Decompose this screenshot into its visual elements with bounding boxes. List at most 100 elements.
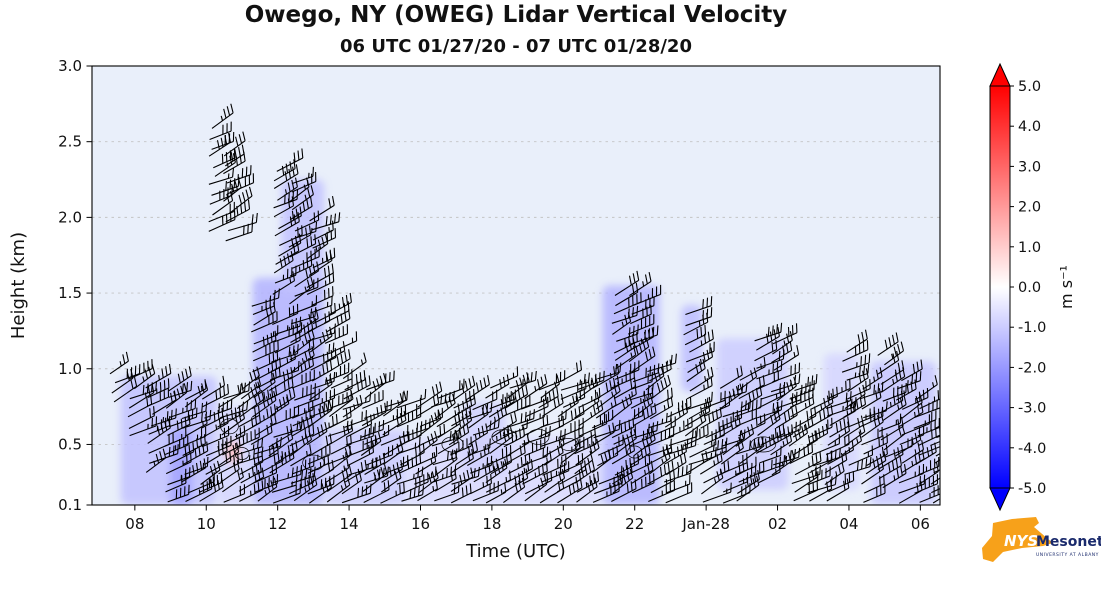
wind-barb bbox=[384, 390, 409, 408]
y-tick-label: 2.5 bbox=[58, 133, 82, 151]
wind-barb bbox=[878, 456, 902, 480]
wind-barb bbox=[309, 388, 336, 409]
wind-barb bbox=[238, 405, 261, 428]
wind-barb bbox=[209, 121, 232, 141]
wind-barb bbox=[325, 362, 350, 382]
wind-barb bbox=[150, 408, 177, 427]
wind-barb bbox=[688, 447, 717, 466]
wind-barb bbox=[647, 353, 677, 373]
colorbar: 5.0 4.0 3.0 2.0 1.0 0.0 -1.0 -2.0 -3.0 -4.0 -5.0 m … bbox=[989, 62, 1076, 512]
y-tick-label: 1.5 bbox=[58, 284, 82, 302]
wind-barb bbox=[524, 374, 548, 399]
wind-barb bbox=[861, 412, 884, 438]
wind-barb bbox=[450, 483, 472, 504]
wind-barb bbox=[364, 466, 389, 484]
wind-barb bbox=[579, 387, 601, 408]
wind-barb bbox=[503, 477, 526, 504]
x-tick-label: 04 bbox=[839, 515, 858, 533]
y-tick-label: 1.0 bbox=[58, 360, 82, 378]
wind-barb bbox=[202, 375, 226, 400]
wind-barb bbox=[558, 417, 584, 439]
velocity-patch bbox=[823, 353, 860, 490]
wind-barb bbox=[437, 378, 465, 399]
wind-barb bbox=[182, 409, 212, 429]
wind-barb bbox=[932, 498, 940, 504]
wind-barb bbox=[633, 284, 662, 306]
wind-barb bbox=[294, 221, 318, 239]
wind-barb bbox=[793, 480, 819, 502]
wind-barb bbox=[612, 462, 633, 485]
wind-barb bbox=[685, 296, 713, 316]
wind-barb bbox=[503, 395, 531, 417]
wind-barb bbox=[250, 422, 273, 445]
wind-barb bbox=[538, 386, 559, 409]
wind-barb bbox=[366, 370, 395, 391]
wind-barb bbox=[773, 345, 800, 371]
wind-barb bbox=[841, 431, 863, 456]
wind-barb bbox=[735, 408, 757, 427]
wind-barb bbox=[401, 472, 429, 495]
wind-barb bbox=[633, 403, 657, 427]
wind-barb bbox=[307, 234, 329, 259]
y-tick-label: 0.1 bbox=[58, 496, 82, 514]
wind-barb bbox=[686, 358, 706, 382]
wind-barb bbox=[789, 380, 815, 400]
wind-barb bbox=[364, 453, 386, 475]
wind-barb bbox=[614, 270, 640, 296]
wind-barb bbox=[380, 482, 405, 504]
wind-barb bbox=[844, 457, 872, 475]
wind-barb bbox=[866, 444, 888, 466]
wind-barb bbox=[289, 276, 314, 305]
wind-barb bbox=[327, 445, 351, 465]
wind-barb bbox=[223, 131, 246, 157]
wind-barb bbox=[628, 454, 651, 475]
wind-barb bbox=[647, 460, 674, 485]
wind-barb bbox=[561, 360, 583, 382]
wind-barb bbox=[507, 372, 530, 399]
wind-barb bbox=[362, 390, 384, 409]
x-tick-label: 06 bbox=[911, 515, 930, 533]
wind-barb bbox=[930, 477, 940, 485]
wind-barb bbox=[841, 353, 871, 373]
logo-subtext: UNIVERSITY AT ALBANY bbox=[1036, 552, 1099, 558]
wind-barb bbox=[736, 436, 764, 455]
wind-barb bbox=[228, 212, 258, 232]
wind-barb bbox=[651, 387, 673, 408]
wind-barb bbox=[611, 441, 636, 465]
wind-barb bbox=[772, 362, 801, 383]
ny-state-shape-icon bbox=[982, 517, 1053, 562]
wind-barb bbox=[918, 446, 940, 456]
wind-barb bbox=[453, 389, 475, 409]
wind-barb bbox=[469, 473, 492, 495]
wind-barb bbox=[914, 474, 939, 494]
colorbar-tick-label: -5.0 bbox=[1018, 481, 1046, 497]
wind-barb bbox=[451, 466, 480, 485]
wind-barb bbox=[540, 428, 566, 447]
wind-barb bbox=[574, 450, 594, 475]
wind-barb bbox=[611, 305, 639, 324]
wind-barb bbox=[756, 400, 783, 419]
wind-barb bbox=[719, 365, 743, 389]
wind-barb bbox=[811, 434, 840, 456]
colorbar-tick-label: 3.0 bbox=[1018, 159, 1041, 175]
wind-barb bbox=[828, 471, 855, 493]
wind-barb bbox=[645, 366, 665, 391]
wind-barb bbox=[629, 383, 654, 401]
wind-barb bbox=[251, 311, 278, 333]
wind-barb bbox=[663, 442, 687, 465]
wind-barb bbox=[228, 186, 253, 214]
wind-barb bbox=[276, 148, 304, 172]
wind-barb bbox=[794, 451, 822, 476]
wind-barb bbox=[290, 466, 316, 484]
wind-barb bbox=[452, 394, 476, 418]
wind-barb bbox=[450, 436, 472, 456]
wind-barb bbox=[168, 380, 193, 398]
wind-barb bbox=[360, 431, 382, 456]
wind-barb bbox=[648, 411, 672, 429]
wind-barb bbox=[504, 385, 529, 409]
wind-barb bbox=[291, 400, 314, 419]
velocity-patch bbox=[252, 277, 325, 505]
wind-barb bbox=[917, 417, 940, 437]
wind-barb bbox=[702, 482, 732, 503]
